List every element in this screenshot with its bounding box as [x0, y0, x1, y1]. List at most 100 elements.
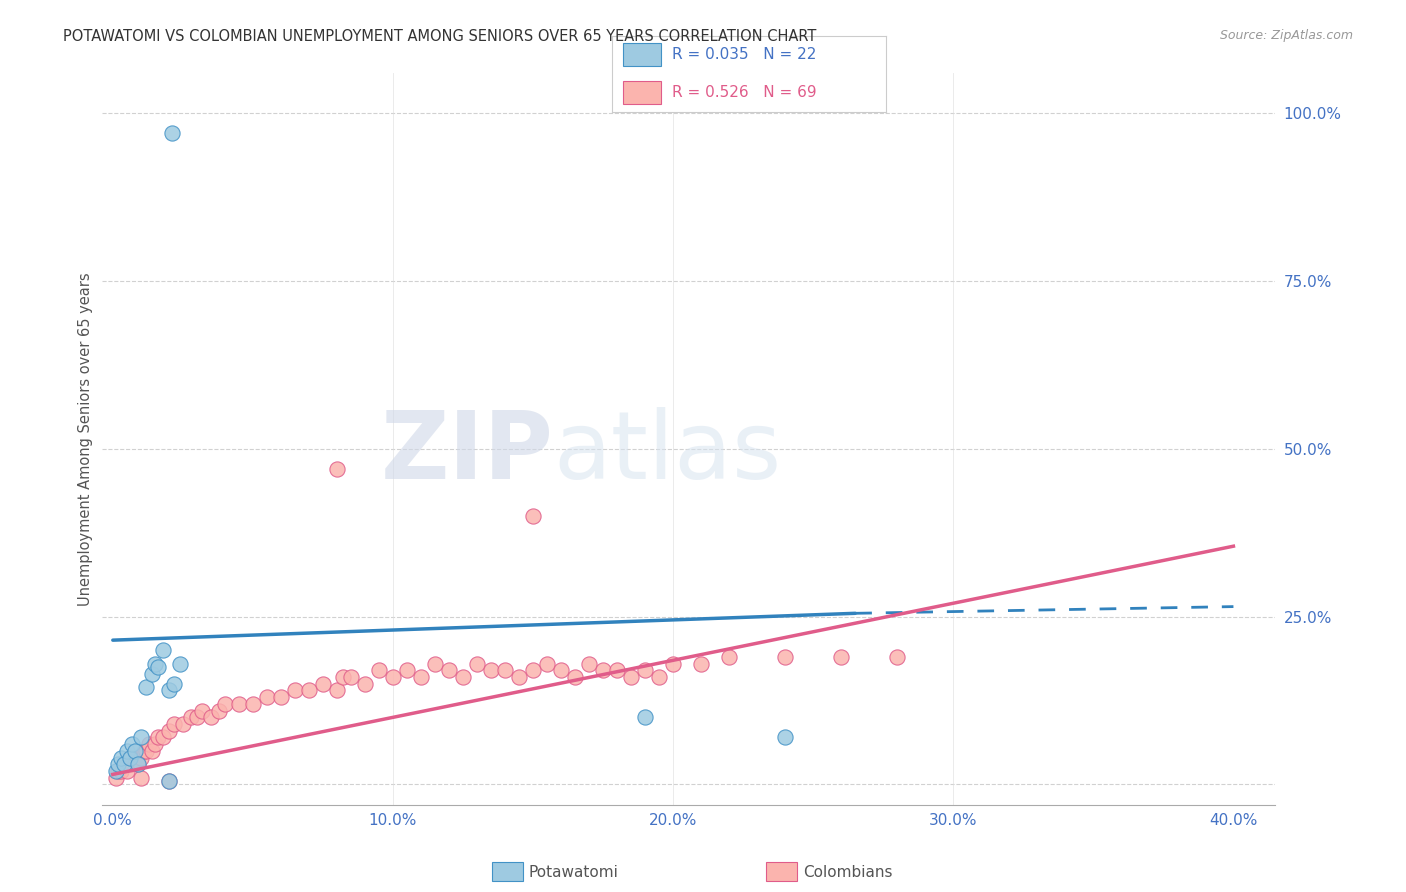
Point	[409, 670, 432, 684]
Point	[115, 757, 138, 772]
Point	[124, 744, 146, 758]
Point	[522, 508, 544, 523]
Point	[163, 717, 186, 731]
Text: atlas: atlas	[554, 408, 782, 500]
Bar	[623, 44, 661, 66]
Text: Source: ZipAtlas.com: Source: ZipAtlas.com	[1219, 29, 1353, 42]
Point	[830, 649, 852, 664]
Point	[180, 710, 202, 724]
Point	[479, 664, 502, 678]
Point	[152, 643, 174, 657]
Point	[112, 757, 135, 772]
Point	[118, 750, 141, 764]
Point	[465, 657, 488, 671]
Point	[143, 657, 166, 671]
Point	[270, 690, 292, 705]
Point	[163, 677, 186, 691]
Point	[146, 660, 169, 674]
Point	[104, 764, 127, 778]
Point	[437, 664, 460, 678]
Point	[146, 731, 169, 745]
Point	[381, 670, 404, 684]
Text: ZIP: ZIP	[381, 408, 554, 500]
Point	[118, 750, 141, 764]
Point	[191, 704, 214, 718]
Point	[152, 731, 174, 745]
Point	[340, 670, 363, 684]
Point	[256, 690, 278, 705]
Point	[242, 697, 264, 711]
Point	[326, 683, 349, 698]
Point	[115, 764, 138, 778]
Point	[634, 710, 657, 724]
Point	[141, 666, 163, 681]
Point	[172, 717, 194, 731]
Point	[127, 757, 149, 772]
Text: R = 0.035   N = 22: R = 0.035 N = 22	[672, 47, 817, 62]
Point	[228, 697, 250, 711]
Point	[690, 657, 713, 671]
Text: POTAWATOMI VS COLOMBIAN UNEMPLOYMENT AMONG SENIORS OVER 65 YEARS CORRELATION CHA: POTAWATOMI VS COLOMBIAN UNEMPLOYMENT AMO…	[63, 29, 817, 44]
Point	[169, 657, 191, 671]
Point	[104, 771, 127, 785]
Point	[494, 664, 516, 678]
Text: Potawatomi: Potawatomi	[529, 865, 619, 880]
Point	[135, 680, 157, 694]
Point	[564, 670, 586, 684]
Point	[578, 657, 600, 671]
Point	[395, 664, 418, 678]
Point	[298, 683, 321, 698]
Point	[326, 462, 349, 476]
Point	[138, 737, 160, 751]
Point	[121, 737, 143, 751]
Point	[620, 670, 643, 684]
Point	[135, 744, 157, 758]
Point	[208, 704, 231, 718]
Point	[107, 757, 129, 772]
Point	[284, 683, 307, 698]
Point	[110, 764, 132, 778]
Point	[143, 737, 166, 751]
Point	[115, 744, 138, 758]
Point	[160, 127, 183, 141]
Point	[536, 657, 558, 671]
Point	[157, 774, 180, 789]
Point	[200, 710, 222, 724]
Point	[634, 664, 657, 678]
Point	[186, 710, 208, 724]
Point	[773, 649, 796, 664]
Point	[214, 697, 236, 711]
Point	[886, 649, 908, 664]
Point	[141, 744, 163, 758]
Point	[451, 670, 474, 684]
Text: R = 0.526   N = 69: R = 0.526 N = 69	[672, 85, 817, 100]
Text: Colombians: Colombians	[803, 865, 893, 880]
Point	[312, 677, 335, 691]
Point	[110, 750, 132, 764]
Point	[592, 664, 614, 678]
Point	[718, 649, 741, 664]
Bar	[623, 81, 661, 104]
Point	[124, 750, 146, 764]
Point	[129, 750, 152, 764]
Point	[773, 731, 796, 745]
Point	[648, 670, 671, 684]
Point	[157, 723, 180, 738]
Point	[132, 744, 155, 758]
Point	[157, 774, 180, 789]
Point	[127, 757, 149, 772]
Point	[522, 664, 544, 678]
Point	[129, 771, 152, 785]
Point	[157, 683, 180, 698]
Y-axis label: Unemployment Among Seniors over 65 years: Unemployment Among Seniors over 65 years	[79, 272, 93, 606]
Point	[550, 664, 572, 678]
Point	[129, 731, 152, 745]
Point	[606, 664, 628, 678]
Point	[121, 757, 143, 772]
Point	[107, 764, 129, 778]
Point	[423, 657, 446, 671]
Point	[508, 670, 530, 684]
Point	[662, 657, 685, 671]
Point	[368, 664, 391, 678]
Point	[112, 757, 135, 772]
